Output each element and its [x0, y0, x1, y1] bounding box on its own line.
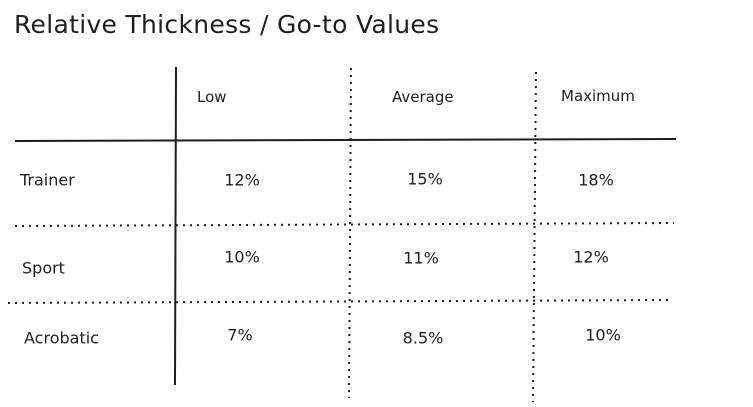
column-header-maximum: Maximum: [561, 87, 635, 105]
row-divider-dotted-1: [14, 222, 675, 227]
header-divider-vertical: [174, 66, 177, 386]
column-header-average: Average: [392, 88, 454, 106]
column-divider-dotted-2: [532, 71, 537, 403]
cell-value: 12%: [224, 170, 260, 190]
cell-value: 7%: [227, 325, 253, 345]
cell-value: 18%: [578, 170, 614, 190]
cell-value: 12%: [573, 247, 609, 267]
cell-value: 8.5%: [402, 328, 444, 348]
row-divider-dotted-2: [7, 299, 669, 304]
header-divider-horizontal: [14, 138, 677, 142]
row-label-acrobatic: Acrobatic: [24, 328, 99, 348]
cell-value: 11%: [403, 248, 439, 268]
row-label-sport: Sport: [22, 258, 65, 278]
cell-value: 10%: [224, 247, 260, 267]
column-divider-dotted-1: [348, 67, 352, 399]
column-header-low: Low: [197, 88, 227, 106]
row-label-trainer: Trainer: [20, 170, 75, 190]
cell-value: 10%: [585, 325, 621, 345]
diagram-title: Relative Thickness / Go-to Values: [14, 10, 440, 39]
cell-value: 15%: [407, 169, 443, 189]
